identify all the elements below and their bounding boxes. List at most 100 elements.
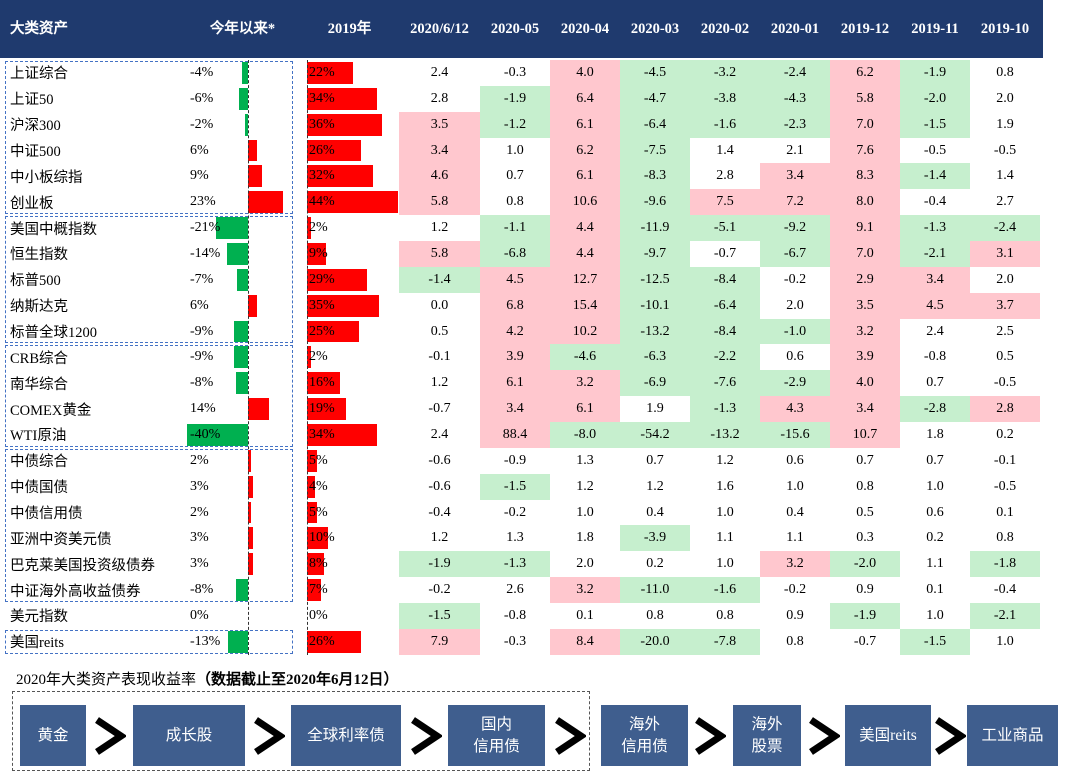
return-cell: -1.9 <box>900 60 970 86</box>
asset-name: 纳斯达克 <box>10 299 68 316</box>
y2019-label: 32% <box>309 168 335 184</box>
return-cell: -0.1 <box>993 452 1017 468</box>
y2019-label: 4% <box>309 478 328 494</box>
return-cell: -2.9 <box>760 370 830 397</box>
flow-step: 美国reits <box>845 705 931 766</box>
return-cell: 2.8 <box>970 396 1040 423</box>
ytd-bar <box>248 527 253 550</box>
return-cell: 3.4 <box>399 137 480 164</box>
ytd-bar <box>235 579 248 602</box>
asset-name: 中小板综指 <box>10 169 83 186</box>
return-cell: 1.4 <box>996 168 1014 184</box>
return-cell: 1.2 <box>646 478 664 494</box>
return-cell: 2.4 <box>430 64 449 80</box>
return-cell: -20.0 <box>620 628 690 655</box>
ytd-label: 23% <box>190 194 216 210</box>
y2019-label: 16% <box>309 375 335 391</box>
chart-caption: 2020年大类资产表现收益率（数据截止至2020年6月12日） <box>16 670 399 690</box>
ytd-label: -2% <box>190 116 214 132</box>
ytd-bar <box>226 243 248 265</box>
ytd-label: 9% <box>190 168 209 184</box>
asset-name: 创业板 <box>10 195 54 212</box>
y2019-bar <box>307 630 361 653</box>
ytd-bar <box>241 62 248 84</box>
return-cell: 0.7 <box>646 452 664 468</box>
return-cell: -6.8 <box>480 241 550 267</box>
return-cell: -4.5 <box>620 60 690 86</box>
return-cell: -1.3 <box>480 551 550 578</box>
table-row: 4.6 0.7 6.1 -8.3 2.8 3.4 8.3 -1.4 1.4 中小板综指 9% 32% <box>0 163 1043 190</box>
return-cell: -5.1 <box>690 215 760 242</box>
ytd-bar <box>248 191 283 214</box>
return-cell: -4.3 <box>760 85 830 112</box>
asset-name: COMEX黄金 <box>10 402 92 419</box>
column-header-2020-05: 2020-05 <box>490 21 540 37</box>
return-cell: 5.8 <box>399 241 480 267</box>
return-cell: 7.6 <box>830 137 900 164</box>
return-cell: -0.2 <box>783 582 807 598</box>
return-cell: 2.0 <box>996 271 1014 287</box>
table-row: 7.9 -0.3 8.4 -20.0 -7.8 0.8 -0.7 -1.5 1.0 美国reits… <box>0 628 1043 655</box>
return-cell: 1.0 <box>786 478 804 494</box>
return-cell: 6.1 <box>550 396 620 423</box>
return-cell: -0.5 <box>993 142 1017 158</box>
table-row: -1.5 -0.8 0.1 0.8 0.8 0.9 -1.9 1.0 -2.1 美元指数 0% 0% <box>0 603 1043 629</box>
return-cell: 8.0 <box>830 189 900 216</box>
table-row: 2.4 -0.3 4.0 -4.5 -3.2 -2.4 6.2 -1.9 0.8 上证综合 -4% 2… <box>0 60 1043 86</box>
return-cell: -6.3 <box>620 344 690 371</box>
asset-name: 亚洲中资美元债 <box>10 531 112 548</box>
return-cell: 1.4 <box>716 142 734 158</box>
chevron-right-icon <box>932 716 966 756</box>
return-cell: 0.6 <box>786 349 804 365</box>
flow-step: 海外 信用债 <box>601 705 688 766</box>
return-cell: 12.7 <box>550 266 620 293</box>
return-cell: 4.5 <box>900 292 970 319</box>
ytd-bar <box>248 139 258 162</box>
y2019-bar <box>307 553 324 576</box>
table-row: 0.0 6.8 15.4 -10.1 -6.4 2.0 3.5 4.5 3.7 纳斯达克 6% 35% <box>0 292 1043 319</box>
return-cell: 1.2 <box>576 478 594 494</box>
table-row: 3.4 1.0 6.2 -7.5 1.4 2.1 7.6 -0.5 -0.5 中证500 6% 26% <box>0 137 1043 164</box>
ytd-bar <box>235 372 248 395</box>
return-cell: 1.3 <box>506 530 524 546</box>
return-cell: 2.6 <box>506 582 524 598</box>
y2019-label: 29% <box>309 271 335 287</box>
asset-name: 中证海外高收益债券 <box>10 583 141 600</box>
return-cell: 3.4 <box>900 266 970 293</box>
y2019-bar <box>307 501 318 524</box>
column-header-2020-01: 2020-01 <box>770 21 820 37</box>
asset-name: 标普500 <box>10 273 61 290</box>
y2019-bar <box>307 579 322 602</box>
return-cell: -0.4 <box>428 504 451 520</box>
caption-note: （数据截止至2020年6月12日） <box>196 672 399 688</box>
return-cell: 0.2 <box>646 556 664 572</box>
ytd-label: -14% <box>190 245 221 261</box>
return-cell: 0.7 <box>856 452 874 468</box>
ytd-bar <box>248 449 252 472</box>
flow-step-label: 海外 信用债 <box>621 715 668 755</box>
return-cell: 1.1 <box>786 530 804 546</box>
flow-step: 海外 股票 <box>733 705 801 766</box>
return-cell: 0.8 <box>786 633 804 649</box>
y2019-bar <box>307 449 318 472</box>
return-cell: 7.0 <box>830 241 900 267</box>
table-row: 5.8 -6.8 4.4 -9.7 -0.7 -6.7 7.0 -2.1 3.1 恒生指数 -14%… <box>0 241 1043 267</box>
return-cell: 1.9 <box>646 401 664 417</box>
return-cell: -9.2 <box>760 215 830 242</box>
return-cell: 0.2 <box>996 426 1014 442</box>
return-cell: -4.6 <box>550 344 620 371</box>
ytd-label: -9% <box>190 349 214 365</box>
ytd-label: 2% <box>190 504 209 520</box>
return-cell: -2.0 <box>900 85 970 112</box>
return-cell: 1.2 <box>430 220 449 236</box>
return-cell: 6.4 <box>550 85 620 112</box>
return-cell: -0.5 <box>923 142 947 158</box>
return-cell: -12.5 <box>620 266 690 293</box>
asset-name: 中证500 <box>10 144 61 160</box>
flow-group-box <box>12 691 590 771</box>
return-cell: 6.1 <box>550 163 620 190</box>
ytd-label: 3% <box>190 556 209 572</box>
return-cell: -0.7 <box>853 633 877 649</box>
return-cell: -1.4 <box>399 266 480 293</box>
y2019-axis <box>307 60 308 655</box>
